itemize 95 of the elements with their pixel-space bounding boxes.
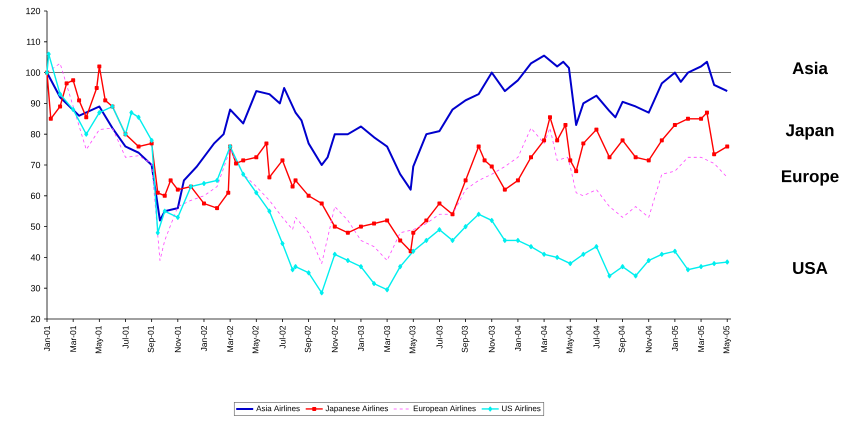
point [156,230,160,236]
x-tick-label: May-02 [252,326,260,354]
point [450,238,455,243]
y-tick-label: 60 [30,192,40,199]
point [293,264,298,270]
text: Europe [782,170,839,186]
point [385,287,390,292]
x-tick-label: Mar-05 [698,326,704,352]
x-tick-label: Jul-04 [593,326,600,348]
text: Asia [792,62,828,74]
y-tick-label: 30 [30,285,40,292]
point [372,281,376,286]
text: USA [793,262,828,274]
x-tick-label: Nov-03 [488,326,495,352]
point [568,261,572,266]
point [581,252,586,257]
point [58,92,62,97]
point [97,110,102,116]
point [594,244,598,250]
point [280,241,285,246]
point [660,252,664,257]
point [725,260,730,265]
point [71,107,76,112]
point [646,258,651,263]
x-tick-label: Jan-01 [44,326,50,352]
point [46,52,51,57]
point [162,208,167,214]
point [254,190,258,196]
x-tick-label: Jul-01 [122,326,129,348]
point [202,180,206,186]
text: Japan [786,124,834,140]
point [84,132,88,137]
point [490,218,494,223]
x-tick-label: Sep-04 [618,326,626,352]
point [176,214,180,220]
y-tick-label: 20 [30,316,40,322]
y-tick-label: 100 [26,69,40,76]
line-series [46,54,728,222]
x-tick-label: Sep-01 [148,326,156,352]
x-tick-label: May-01 [96,326,104,354]
x-tick-label: Sep-03 [462,326,470,352]
x-tick-label: Nov-04 [646,326,652,352]
point [672,248,677,254]
point [332,252,337,257]
x-tick-label: Jul-02 [279,326,286,348]
x-tick-label: Mar-02 [227,326,234,352]
point [634,273,638,278]
x-tick-label: May-05 [723,326,732,354]
y-tick-label: 120 [26,8,40,14]
x-tick-label: Jan-03 [358,326,364,352]
x-tick-label: Jan-05 [672,326,678,352]
point [620,264,625,270]
x-tick-label: Mar-01 [70,326,76,352]
point [437,227,442,232]
point [607,273,612,278]
point [502,238,507,243]
x-tick-label: Mar-03 [384,326,390,352]
point [150,138,154,143]
point [346,258,350,263]
point [555,254,560,260]
point [320,290,324,296]
point [686,267,690,272]
point [358,264,363,270]
point [136,114,141,120]
y-tick-label: 90 [30,100,40,107]
y-tick-label: 70 [30,162,40,168]
point [411,248,416,254]
x-tick-label: Jan-04 [514,326,521,352]
x-tick-label: Jul-03 [436,326,443,348]
x-tick-label: Nov-01 [174,326,181,352]
point [542,252,546,257]
x-tick-label: Jan-02 [200,326,207,352]
point [398,264,402,270]
point [290,267,295,272]
y-tick-label: 110 [26,38,40,45]
point [516,238,520,243]
y-tick-label: 50 [30,223,40,230]
x-tick-label: May-04 [566,326,574,354]
point [241,172,246,177]
x-tick-label: May-03 [409,326,418,354]
point [424,238,428,243]
y-tick-label: 40 [30,254,40,261]
point [476,212,481,217]
point [712,261,716,266]
point [528,244,534,250]
point [464,224,468,230]
y-tick-label: 80 [30,131,40,138]
point [129,110,134,116]
point [267,208,272,214]
x-tick-label: Mar-04 [541,326,548,352]
point [215,178,220,183]
x-tick-label: Nov-02 [332,326,338,352]
point [306,270,311,276]
point [699,264,704,270]
x-tick-label: Sep-02 [304,326,312,352]
